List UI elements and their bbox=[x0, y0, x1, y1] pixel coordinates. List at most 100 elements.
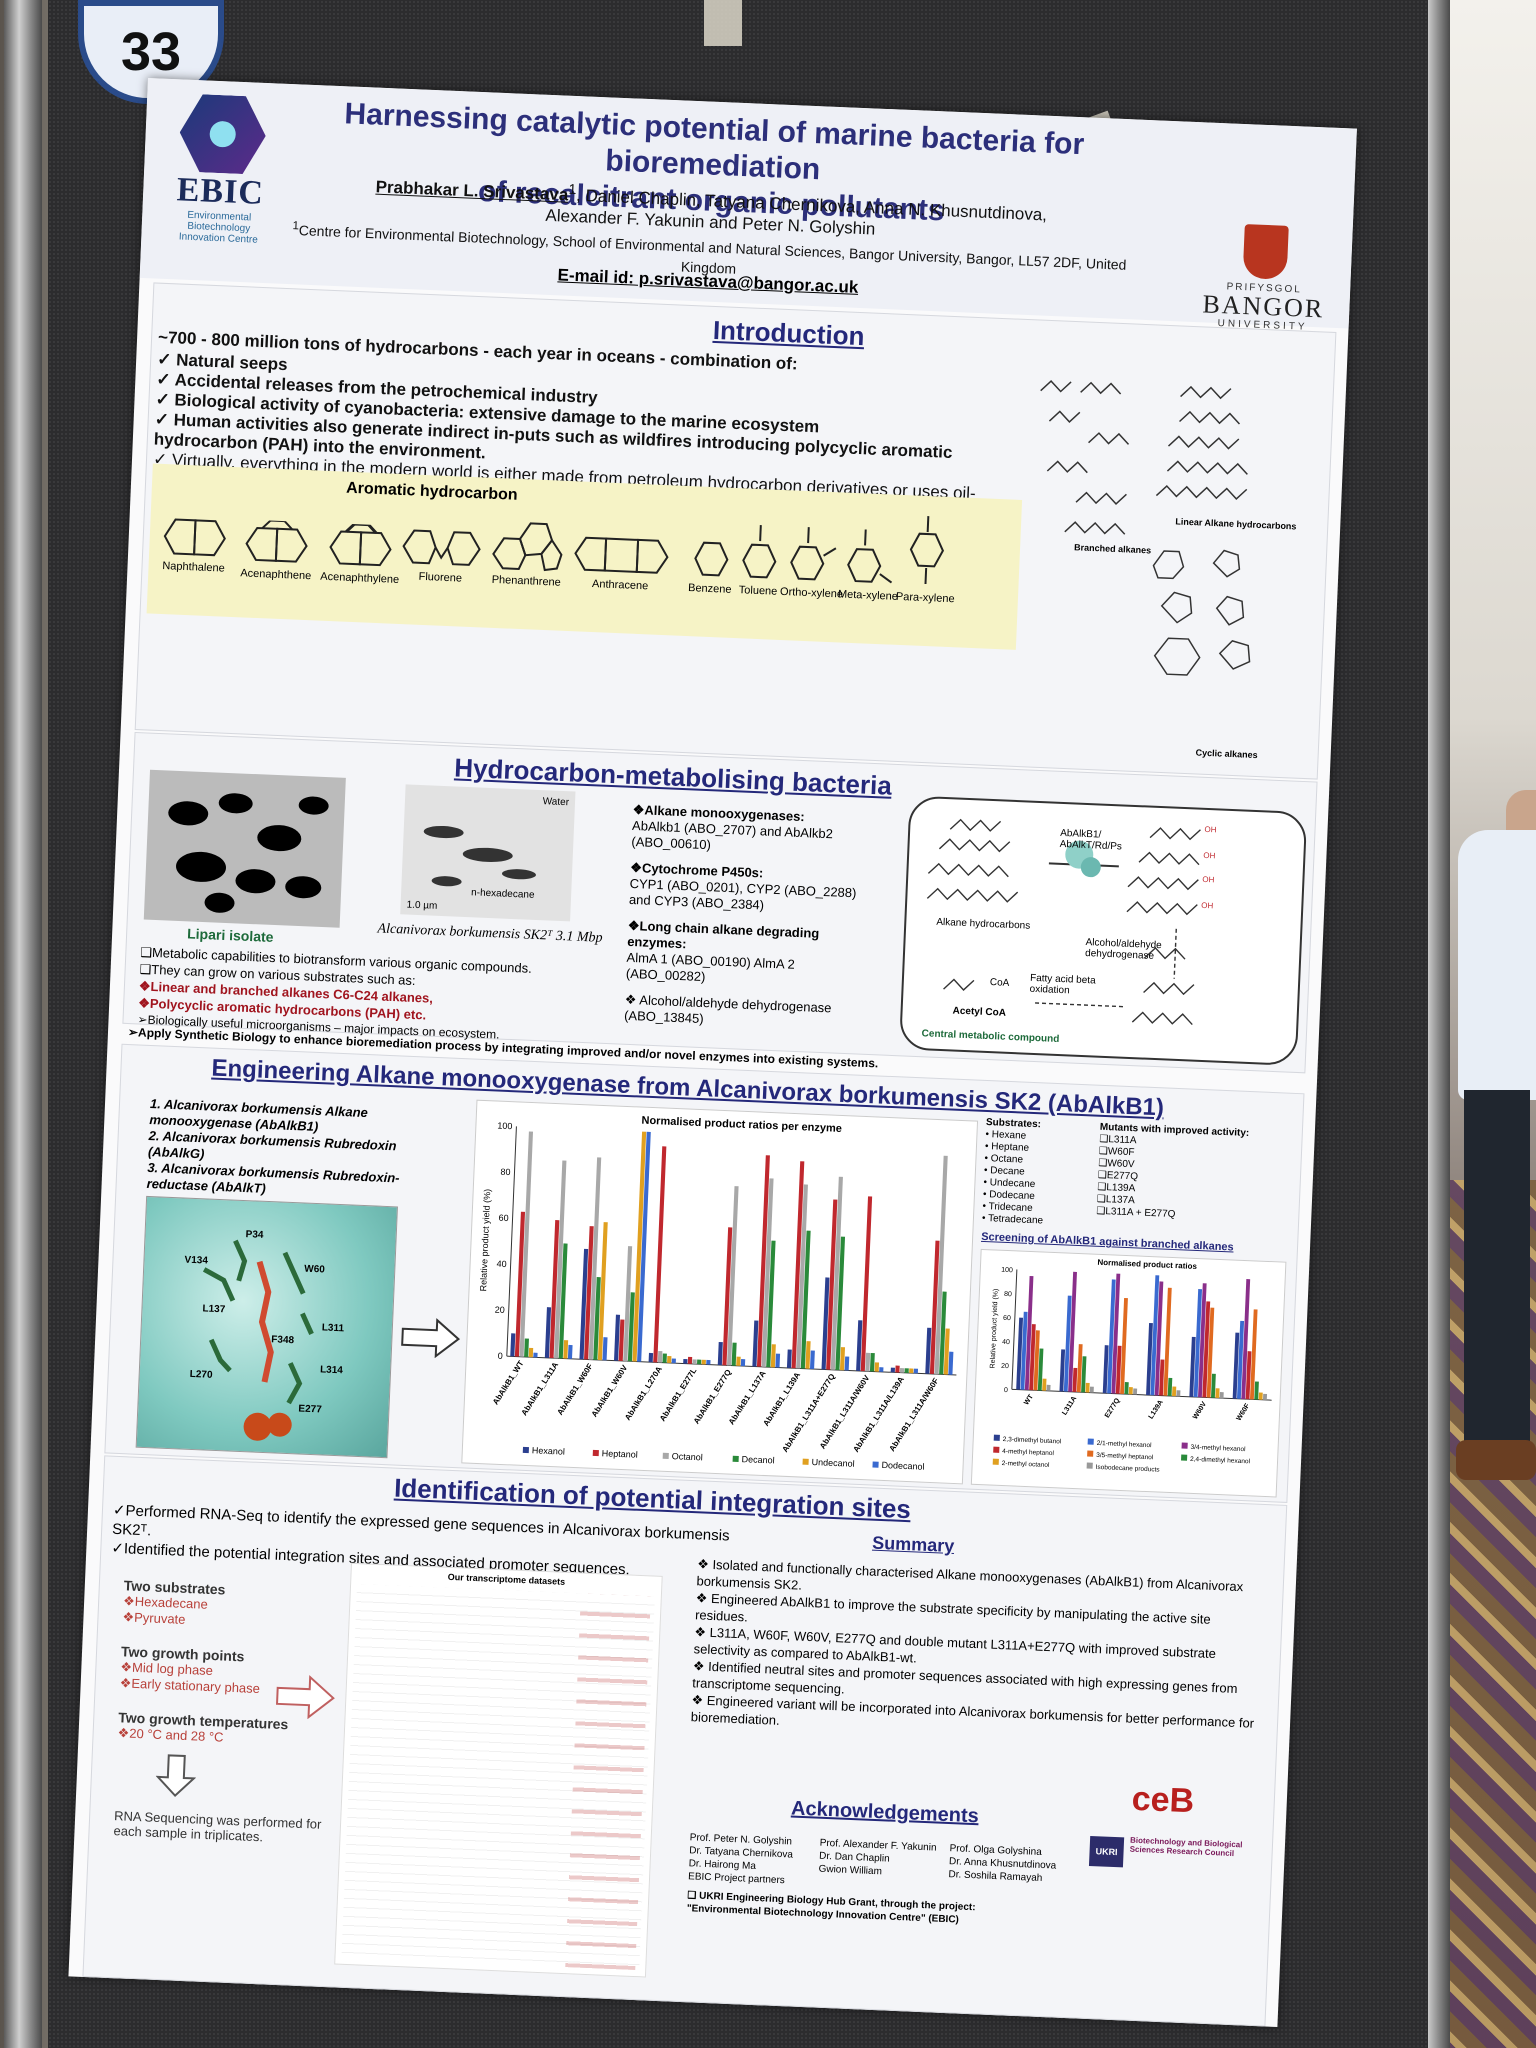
bar bbox=[1249, 1309, 1258, 1400]
bar bbox=[791, 1161, 805, 1369]
bar bbox=[1068, 1271, 1077, 1392]
aromatic-hydrocarbon-panel: Aromatic hydrocarbon Naphthalene Acenaph… bbox=[146, 463, 1023, 650]
bar bbox=[717, 1342, 723, 1366]
legend-entry: Dodecanol bbox=[881, 1460, 924, 1472]
introduction-title: Introduction bbox=[712, 314, 866, 352]
bar bbox=[683, 1358, 688, 1364]
bar bbox=[1016, 1317, 1024, 1390]
bar bbox=[1133, 1388, 1138, 1395]
y-tick-label: 80 bbox=[500, 1167, 510, 1177]
x-tick-label: AbAlkB1_E277Q bbox=[692, 1368, 733, 1426]
bar bbox=[1258, 1392, 1263, 1400]
x-tick-label: L139A bbox=[1148, 1399, 1165, 1420]
x-tick-label: AbAlkB1_L137A bbox=[727, 1369, 768, 1426]
y-axis bbox=[1011, 1269, 1018, 1390]
summary-title: Summary bbox=[871, 1532, 955, 1557]
y-tick-label: 60 bbox=[1003, 1315, 1011, 1322]
bar bbox=[1128, 1387, 1133, 1395]
bar bbox=[1232, 1332, 1240, 1399]
y-tick-label: 100 bbox=[497, 1121, 512, 1132]
bar bbox=[1059, 1349, 1066, 1392]
ukri-logo: UKRI bbox=[1088, 1835, 1125, 1868]
ebic-logo: EBIC Environmental Biotechnology Innovat… bbox=[163, 93, 279, 247]
x-tick-label: AbAlkB1_L311A bbox=[520, 1360, 561, 1417]
substrate-list: Substrates: • Hexane • Heptane • Octane … bbox=[981, 1117, 1044, 1227]
ack-col-1: Prof. Peter N. Golyshin Dr. Tatyana Chern… bbox=[687, 1832, 794, 1887]
bar bbox=[1085, 1382, 1090, 1393]
molecule-acenaphthene: Acenaphthene bbox=[240, 519, 313, 582]
bar bbox=[1107, 1279, 1116, 1394]
y-axis-label: Relative product yield (%) bbox=[478, 1189, 492, 1292]
metabolic-pathway: OH OH OH OH Alkane hydrocarbons AbAlkB1/ Ab… bbox=[898, 795, 1308, 1066]
bar bbox=[752, 1320, 759, 1367]
bar bbox=[756, 1155, 770, 1367]
svg-text:OH: OH bbox=[1202, 875, 1215, 885]
bar bbox=[761, 1178, 774, 1367]
bar bbox=[1024, 1275, 1034, 1391]
bar bbox=[533, 1352, 538, 1358]
legend-entry: 2/1-methyl hexanol bbox=[1097, 1440, 1153, 1449]
x-tick-label: AbAlkB1_W60V bbox=[590, 1363, 630, 1419]
svg-text:OH: OH bbox=[1204, 825, 1217, 835]
bar bbox=[554, 1160, 567, 1359]
bar bbox=[796, 1184, 808, 1369]
bar bbox=[821, 1277, 830, 1370]
ceb-logo: ceB bbox=[1131, 1779, 1195, 1821]
bar bbox=[1245, 1351, 1252, 1400]
bar bbox=[939, 1291, 947, 1375]
y-tick-label: 20 bbox=[1001, 1363, 1009, 1370]
y-tick-label: 40 bbox=[1002, 1339, 1010, 1346]
legend-swatch bbox=[662, 1452, 669, 1460]
enzyme-product-chart: Normalised product ratios per enzyme Rela… bbox=[461, 1099, 979, 1485]
bar bbox=[1236, 1320, 1245, 1399]
bar bbox=[934, 1155, 948, 1375]
lipari-micrograph bbox=[143, 769, 346, 928]
molecule-para-xylene: Para-xylene bbox=[896, 515, 958, 605]
ack-col-3: Prof. Olga Golyshina Dr. Anna Khusnutdino… bbox=[948, 1843, 1057, 1885]
bar bbox=[1202, 1301, 1211, 1398]
legend-entry: 3/4-methyl hexanol bbox=[1190, 1444, 1246, 1453]
bar bbox=[1262, 1393, 1268, 1401]
enzyme-product-chart-svg: Normalised product ratios per enzyme Rela… bbox=[478, 1115, 957, 1472]
molecule-phenanthrene: Phenanthrene bbox=[488, 518, 567, 589]
bar bbox=[667, 1355, 672, 1364]
bar bbox=[869, 1352, 875, 1372]
molecule-fluorene: Fluorene bbox=[400, 526, 482, 585]
molecule-toluene: Toluene bbox=[738, 524, 781, 598]
bar bbox=[909, 1368, 914, 1374]
left-pole bbox=[4, 0, 42, 2048]
bar bbox=[726, 1186, 739, 1366]
bar bbox=[1219, 1392, 1224, 1399]
legend-entry: Hexanol bbox=[532, 1445, 565, 1456]
y-tick-label: 100 bbox=[1001, 1267, 1013, 1274]
bar bbox=[514, 1211, 526, 1357]
bar bbox=[879, 1367, 884, 1372]
introduction-section: Introduction ~700 - 800 million tons of … bbox=[134, 282, 1337, 780]
bar bbox=[657, 1350, 663, 1363]
bar bbox=[874, 1362, 880, 1372]
arrow-right-icon bbox=[401, 1318, 461, 1359]
svg-text:OH: OH bbox=[1201, 901, 1214, 911]
bacteria-section: Hydrocarbon-metabolising bacteria Lipari… bbox=[122, 732, 1318, 1074]
bar bbox=[1102, 1345, 1109, 1394]
legend-entry: Decanol bbox=[741, 1454, 774, 1465]
bar bbox=[1089, 1386, 1094, 1393]
bar bbox=[510, 1333, 516, 1357]
legend-entry: Octanol bbox=[672, 1451, 703, 1462]
summary-points: ❖ Isolated and functionally characterise… bbox=[690, 1556, 1255, 1731]
bar bbox=[925, 1327, 932, 1374]
bar bbox=[913, 1368, 919, 1374]
bar bbox=[1146, 1323, 1153, 1396]
bar bbox=[839, 1347, 846, 1371]
chart-title: Normalised product ratios bbox=[1097, 1258, 1197, 1271]
x-tick-label: WT bbox=[1023, 1393, 1035, 1407]
molecule-anthracene: Anthracene bbox=[572, 533, 670, 593]
alcanivorax-micrograph: Water n-hexadecane 1.0 µm bbox=[400, 784, 576, 922]
bar bbox=[549, 1220, 560, 1359]
integration-section: Identification of potential integration … bbox=[82, 1455, 1288, 2027]
x-tick-label: AbAlkB1_L270A bbox=[623, 1365, 664, 1422]
bar bbox=[567, 1344, 573, 1359]
legend-entry: 4-methyl heptanol bbox=[1002, 1448, 1054, 1457]
bar bbox=[1167, 1377, 1173, 1397]
bangor-crest-icon bbox=[1242, 224, 1289, 280]
